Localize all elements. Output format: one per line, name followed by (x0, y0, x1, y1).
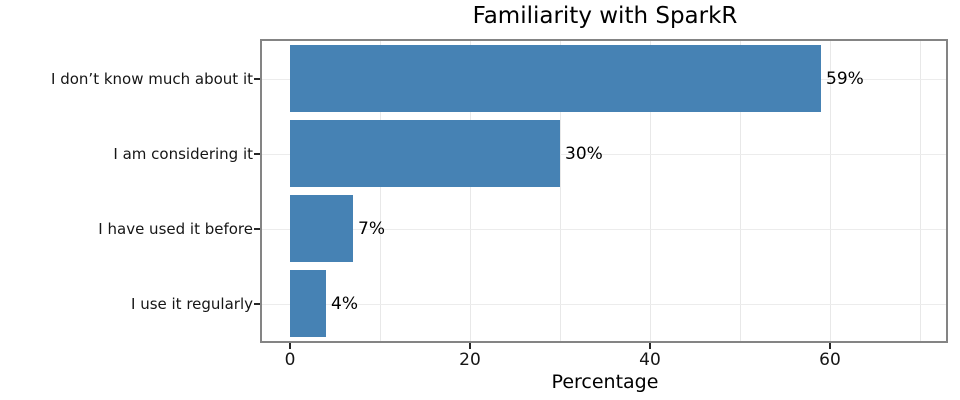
gridline-vertical (650, 41, 651, 341)
bar-value-label: 4% (331, 294, 358, 314)
y-category-label: I use it regularly (131, 295, 253, 313)
plot-area: 59% 30% 7% 4% (260, 39, 948, 343)
bar-value-label: 59% (826, 69, 864, 89)
x-tick-label: 60 (819, 350, 841, 370)
gridline-vertical (740, 41, 741, 341)
bar (290, 195, 353, 262)
x-tick-mark (289, 343, 291, 349)
y-category-label: I don’t know much about it (51, 70, 253, 88)
bar-value-label: 30% (565, 144, 603, 164)
bar (290, 120, 560, 187)
x-tick-label: 0 (284, 350, 296, 370)
y-tick-mark (254, 78, 260, 80)
y-tick-mark (254, 153, 260, 155)
y-tick-mark (254, 228, 260, 230)
gridline-vertical (380, 41, 381, 341)
bar (290, 45, 821, 112)
gridline-horizontal (262, 154, 946, 155)
gridline-vertical (830, 41, 831, 341)
chart-title: Familiarity with SparkR (472, 3, 738, 29)
x-tick-label: 20 (459, 350, 481, 370)
x-tick-mark (469, 343, 471, 349)
bar-value-label: 7% (358, 219, 385, 239)
gridline-horizontal (262, 304, 946, 305)
gridline-vertical (560, 41, 561, 341)
y-tick-mark (254, 303, 260, 305)
bar (290, 270, 326, 337)
x-axis-title: Percentage (551, 371, 659, 393)
x-tick-mark (829, 343, 831, 349)
gridline-vertical (470, 41, 471, 341)
y-category-label: I am considering it (113, 145, 253, 163)
y-category-label: I have used it before (98, 220, 253, 238)
gridline-horizontal (262, 229, 946, 230)
x-tick-mark (649, 343, 651, 349)
x-tick-label: 40 (639, 350, 661, 370)
gridline-vertical (920, 41, 921, 341)
